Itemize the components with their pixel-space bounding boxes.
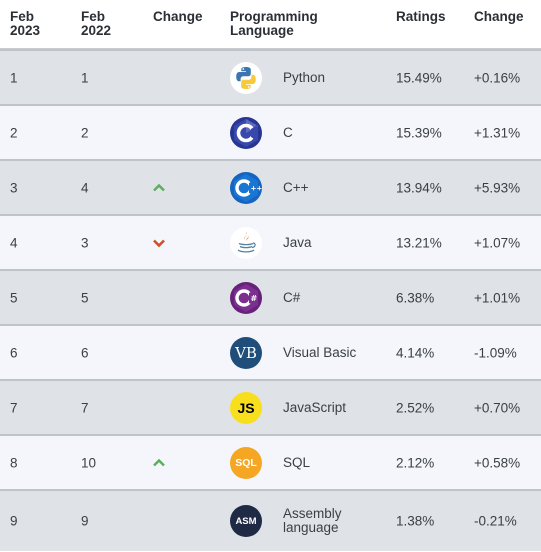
header-feb-2022: Feb 2022	[81, 9, 112, 38]
rank-2023: 4	[10, 235, 18, 250]
table-row: 3 4 ++ C++ 13.94% +5.93%	[0, 159, 541, 214]
rating: 13.21%	[396, 235, 442, 250]
rank-2022: 4	[81, 180, 89, 195]
language-name: C	[283, 124, 293, 140]
csharp-icon: #	[230, 281, 262, 314]
rating: 4.14%	[396, 345, 435, 360]
trend-up-icon	[153, 455, 165, 470]
table-body: 1 1 Python 15.49% +0.16% 2 2 C 15.39%	[0, 49, 541, 551]
rank-2023: 2	[10, 125, 18, 140]
rank-2022: 1	[81, 70, 89, 85]
header-ratings: Ratings	[396, 9, 446, 24]
rating-change: +1.07%	[474, 235, 521, 250]
javascript-icon: JS	[230, 391, 262, 424]
rank-2022: 9	[81, 513, 89, 529]
header-change: Change	[153, 9, 203, 24]
language-name: Python	[283, 69, 326, 85]
svg-text:#: #	[251, 294, 258, 303]
assembly-icon: ASM	[230, 505, 262, 537]
header-programming-language: Programming Language	[230, 9, 318, 38]
rating: 6.38%	[396, 290, 435, 305]
rating: 2.52%	[396, 400, 435, 415]
table-row: 5 5 # C# 6.38% +1.01%	[0, 269, 541, 324]
sql-icon: SQL	[230, 446, 262, 479]
rank-2023: 1	[10, 70, 18, 85]
language-name: C++	[283, 179, 309, 195]
rank-2022: 3	[81, 235, 89, 250]
cpp-icon: ++	[230, 171, 263, 204]
table-row: 2 2 C 15.39% +1.31%	[0, 104, 541, 159]
language-name: Assembly language	[283, 506, 342, 535]
rank-2022: 2	[81, 125, 89, 140]
rank-2023: 3	[10, 180, 18, 195]
trend-down-icon	[153, 235, 165, 250]
rating: 13.94%	[396, 180, 442, 195]
rank-2022: 6	[81, 345, 89, 360]
rank-2023: 9	[10, 513, 18, 529]
c-icon	[230, 116, 262, 149]
rating-change: +5.93%	[474, 180, 521, 195]
rating-change: +1.31%	[474, 125, 521, 140]
rating-change: +1.01%	[474, 290, 521, 305]
java-icon	[230, 226, 262, 259]
rating: 2.12%	[396, 455, 435, 470]
trend-up-icon	[153, 180, 165, 195]
language-name: SQL	[283, 454, 311, 470]
table-row: 8 10 SQL SQL 2.12% +0.58%	[0, 434, 541, 489]
language-name: JavaScript	[283, 399, 347, 415]
rank-2023: 5	[10, 290, 18, 305]
rank-2023: 8	[10, 455, 18, 470]
language-name: C#	[283, 289, 301, 305]
table-row: 4 3 Java 13.21% +1.07%	[0, 214, 541, 269]
rating: 15.49%	[396, 70, 442, 85]
rank-2023: 7	[10, 400, 18, 415]
header-feb-2023: Feb 2023	[10, 9, 41, 38]
table-row: 6 6 VB Visual Basic 4.14% -1.09%	[0, 324, 541, 379]
rating-change: -0.21%	[474, 513, 517, 529]
table-row: 1 1 Python 15.49% +0.16%	[0, 49, 541, 104]
rating: 1.38%	[396, 513, 435, 529]
table-header: Feb 2023 Feb 2022 Change Programming Lan…	[0, 0, 541, 49]
language-name: Java	[283, 234, 312, 250]
rating: 15.39%	[396, 125, 442, 140]
table-row: 7 7 JS JavaScript 2.52% +0.70%	[0, 379, 541, 434]
rating-change: -1.09%	[474, 345, 517, 360]
rank-2022: 5	[81, 290, 89, 305]
language-name: Visual Basic	[283, 344, 357, 360]
rating-change: +0.16%	[474, 70, 521, 85]
rating-change: +0.70%	[474, 400, 521, 415]
rating-change: +0.58%	[474, 455, 521, 470]
rank-2022: 10	[81, 455, 97, 470]
visual-basic-icon: VB	[230, 336, 262, 369]
python-icon	[230, 61, 262, 94]
svg-text:++: ++	[251, 184, 263, 192]
header-change-percent: Change	[474, 9, 524, 24]
table-row: 9 9 ASM Assembly language 1.38% -0.21%	[0, 489, 541, 551]
rank-2023: 6	[10, 345, 18, 360]
rank-2022: 7	[81, 400, 89, 415]
